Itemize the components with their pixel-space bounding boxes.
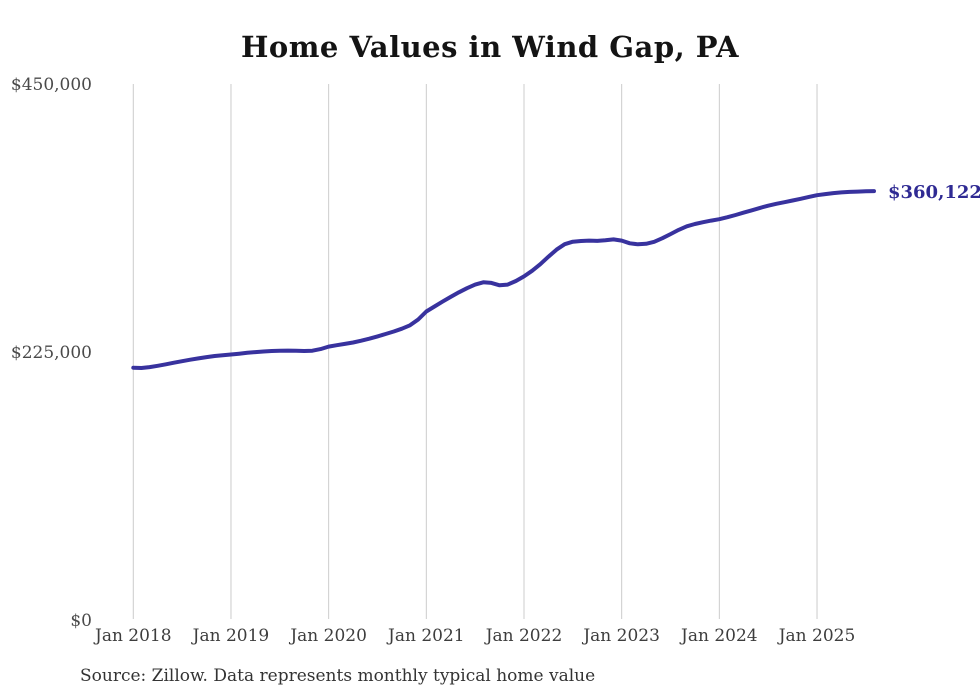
x-tick-label: Jan 2022	[485, 626, 563, 646]
x-tick-label: Jan 2025	[778, 626, 856, 646]
x-tick-label: Jan 2023	[583, 626, 660, 646]
x-tick-label: Jan 2018	[95, 626, 172, 646]
y-tick-label: $0	[70, 611, 92, 631]
line-end-value-label: $360,122	[887, 182, 980, 204]
x-tick-label: Jan 2019	[192, 626, 270, 646]
x-tick-label: Jan 2024	[681, 626, 758, 646]
x-tick-label: Jan 2021	[388, 626, 465, 646]
gridlines	[132, 84, 818, 619]
chart-title: Home Values in Wind Gap, PA	[240, 30, 740, 64]
x-tick-label: Jan 2020	[290, 626, 367, 646]
source-note: Source: Zillow. Data represents monthly …	[80, 666, 596, 686]
y-tick-label: $225,000	[10, 343, 92, 363]
value-line	[131, 189, 876, 370]
y-tick-label: $450,000	[10, 75, 92, 95]
